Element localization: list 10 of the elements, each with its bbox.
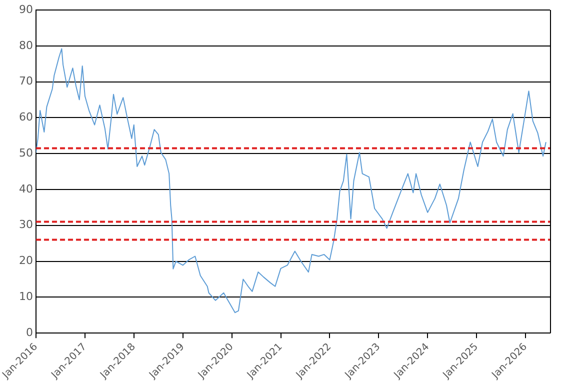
y-tick-label: 20 — [18, 254, 33, 268]
y-tick-label: 0 — [26, 326, 33, 339]
y-tick-label: 50 — [18, 146, 33, 160]
y-tick-label: 80 — [18, 38, 33, 52]
y-tick-label: 70 — [18, 74, 33, 88]
y-tick-label: 40 — [18, 182, 33, 196]
y-tick-label: 60 — [18, 110, 33, 124]
y-tick-label: 90 — [18, 2, 33, 16]
y-tick-label: 30 — [18, 218, 33, 232]
y-tick-label: 10 — [18, 290, 33, 304]
